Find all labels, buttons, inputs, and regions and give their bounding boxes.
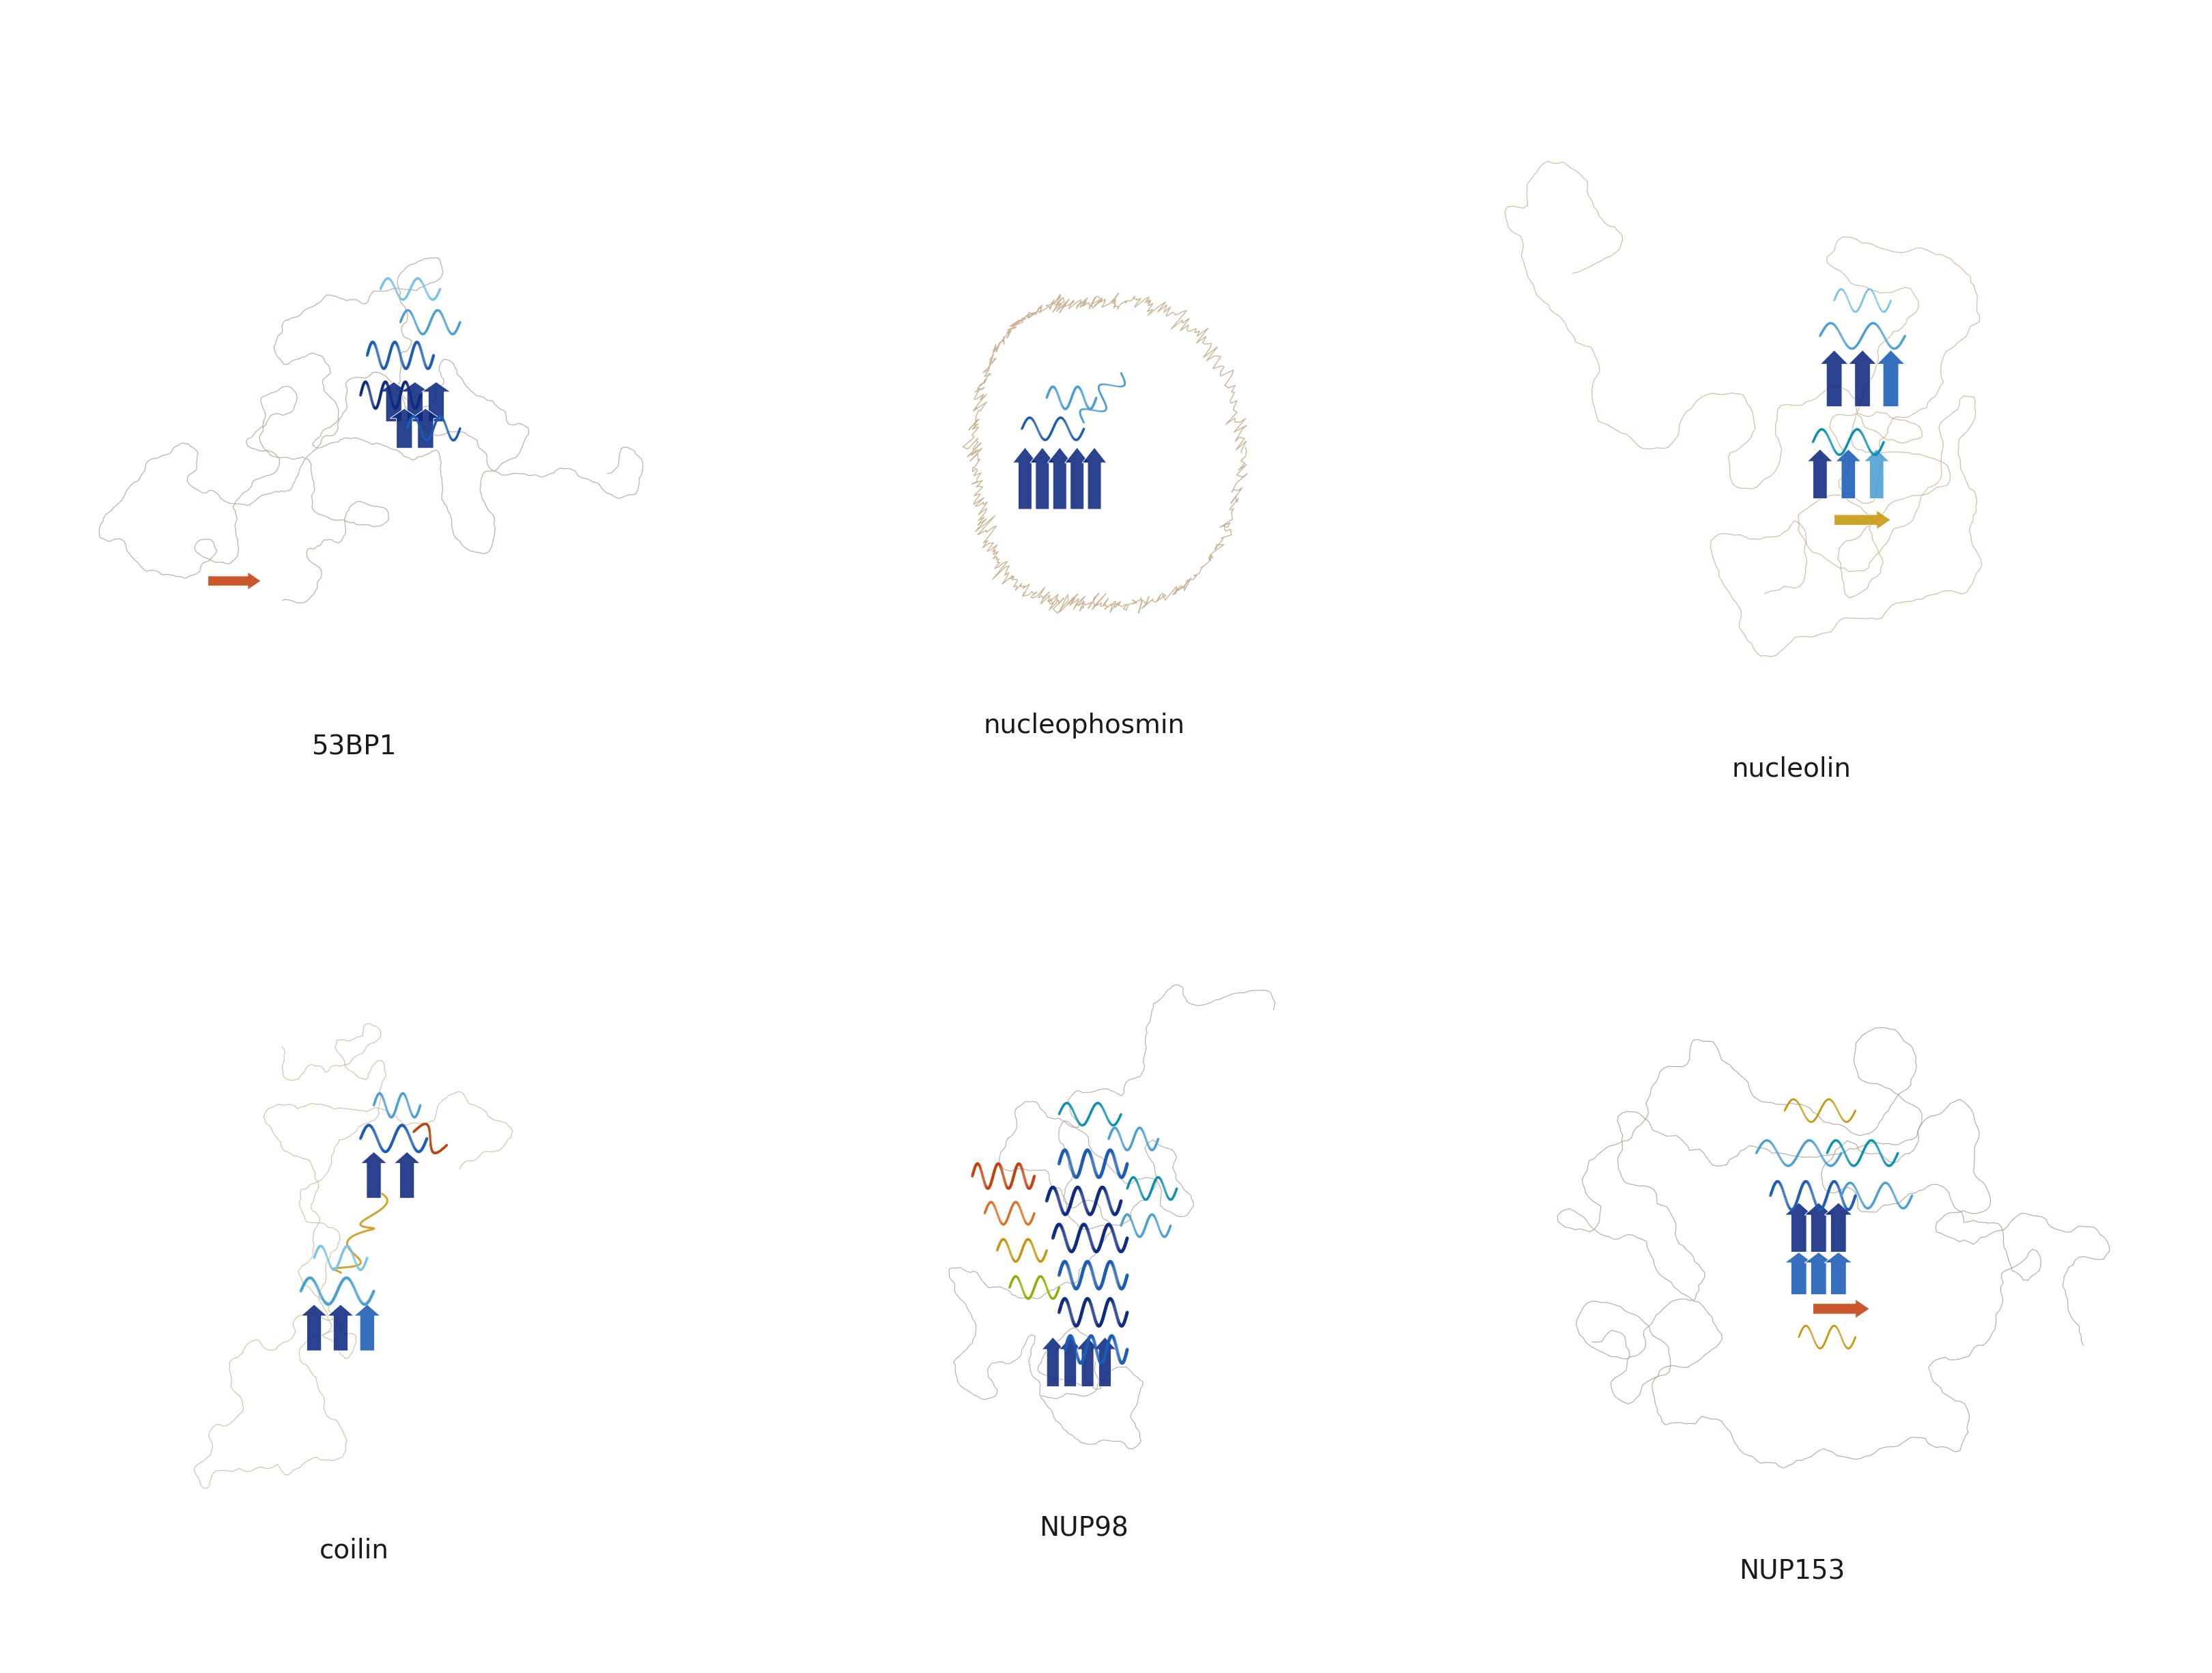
Text: nucleolin: nucleolin: [1732, 756, 1851, 781]
FancyArrow shape: [1048, 447, 1073, 509]
FancyArrow shape: [1805, 1251, 1832, 1295]
Text: NUP153: NUP153: [1739, 1559, 1845, 1584]
FancyArrow shape: [208, 572, 261, 591]
FancyArrow shape: [1805, 1203, 1832, 1251]
FancyArrow shape: [1060, 1337, 1082, 1387]
FancyArrow shape: [400, 381, 429, 422]
FancyArrow shape: [422, 381, 451, 422]
Text: NUP98: NUP98: [1040, 1516, 1128, 1541]
FancyArrow shape: [1876, 350, 1905, 407]
FancyArrow shape: [1807, 448, 1834, 499]
FancyArrow shape: [354, 1305, 380, 1350]
Text: 53BP1: 53BP1: [312, 734, 396, 760]
FancyArrow shape: [1785, 1203, 1814, 1251]
FancyArrow shape: [1814, 1300, 1869, 1318]
FancyArrow shape: [361, 1151, 387, 1198]
FancyArrow shape: [1082, 447, 1106, 509]
FancyArrow shape: [1042, 1337, 1064, 1387]
FancyArrow shape: [1825, 1203, 1851, 1251]
Text: coilin: coilin: [319, 1537, 389, 1563]
FancyArrow shape: [301, 1305, 327, 1350]
FancyArrow shape: [1865, 448, 1889, 499]
FancyArrow shape: [1077, 1337, 1099, 1387]
FancyArrow shape: [1849, 350, 1876, 407]
FancyArrow shape: [327, 1305, 354, 1350]
FancyArrow shape: [389, 408, 418, 448]
FancyArrow shape: [1825, 1251, 1851, 1295]
FancyArrow shape: [1013, 447, 1037, 509]
Text: nucleophosmin: nucleophosmin: [982, 713, 1186, 738]
FancyArrow shape: [394, 1151, 420, 1198]
FancyArrow shape: [1834, 510, 1891, 529]
FancyArrow shape: [1031, 447, 1055, 509]
FancyArrow shape: [1785, 1251, 1814, 1295]
FancyArrow shape: [1836, 448, 1860, 499]
FancyArrow shape: [411, 408, 440, 448]
FancyArrow shape: [380, 381, 407, 422]
FancyArrow shape: [1820, 350, 1849, 407]
FancyArrow shape: [1093, 1337, 1117, 1387]
FancyArrow shape: [1064, 447, 1088, 509]
